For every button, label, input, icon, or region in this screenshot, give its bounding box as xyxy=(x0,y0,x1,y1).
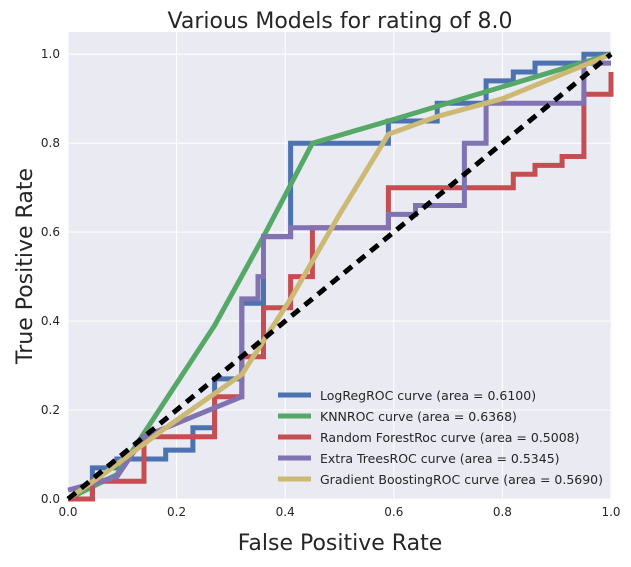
plot-background xyxy=(68,32,611,499)
y-tick-label: 0.2 xyxy=(41,403,60,417)
x-tick-label: 0.6 xyxy=(384,505,403,519)
series-lines xyxy=(66,51,614,502)
y-tick-label: 0.6 xyxy=(41,225,60,239)
y-tick-label: 0.8 xyxy=(41,136,60,150)
x-tick-label: 1.0 xyxy=(601,505,620,519)
tick-labels: 0.0 0.2 0.4 0.6 0.8 1.0 0.0 0.2 0.4 0.6 0.8 1.0 xyxy=(41,47,621,519)
y-tick-label: 0.4 xyxy=(41,314,60,328)
legend-label: KNNROC curve (area = 0.6368) xyxy=(320,409,517,424)
x-axis-label: False Positive Rate xyxy=(238,531,442,556)
series-line-3 xyxy=(68,72,614,502)
reference-diagonal-line xyxy=(66,52,613,501)
y-tick-label: 1.0 xyxy=(41,47,60,61)
x-tick-label: 0.8 xyxy=(493,505,512,519)
x-tick-label: 0.2 xyxy=(167,505,186,519)
legend-label: LogRegROC curve (area = 0.6100) xyxy=(320,388,536,403)
y-axis-label: True Positive Rate xyxy=(13,168,38,365)
legend: LogRegROC curve (area = 0.6100) KNNROC cu… xyxy=(278,388,603,487)
legend-label: Extra TreesROC curve (area = 0.5345) xyxy=(320,451,560,466)
series-line-4 xyxy=(67,60,611,493)
legend-label: Gradient BoostingROC curve (area = 0.569… xyxy=(320,472,603,487)
x-tick-label: 0.4 xyxy=(276,505,295,519)
y-tick-label: 0.0 xyxy=(41,492,60,506)
series-line-5 xyxy=(66,51,612,502)
x-tick-label: 0.0 xyxy=(58,505,77,519)
chart-title: Various Models for rating of 8.0 xyxy=(168,9,513,34)
legend-label: Random ForestRoc curve (area = 0.5008) xyxy=(320,430,580,445)
